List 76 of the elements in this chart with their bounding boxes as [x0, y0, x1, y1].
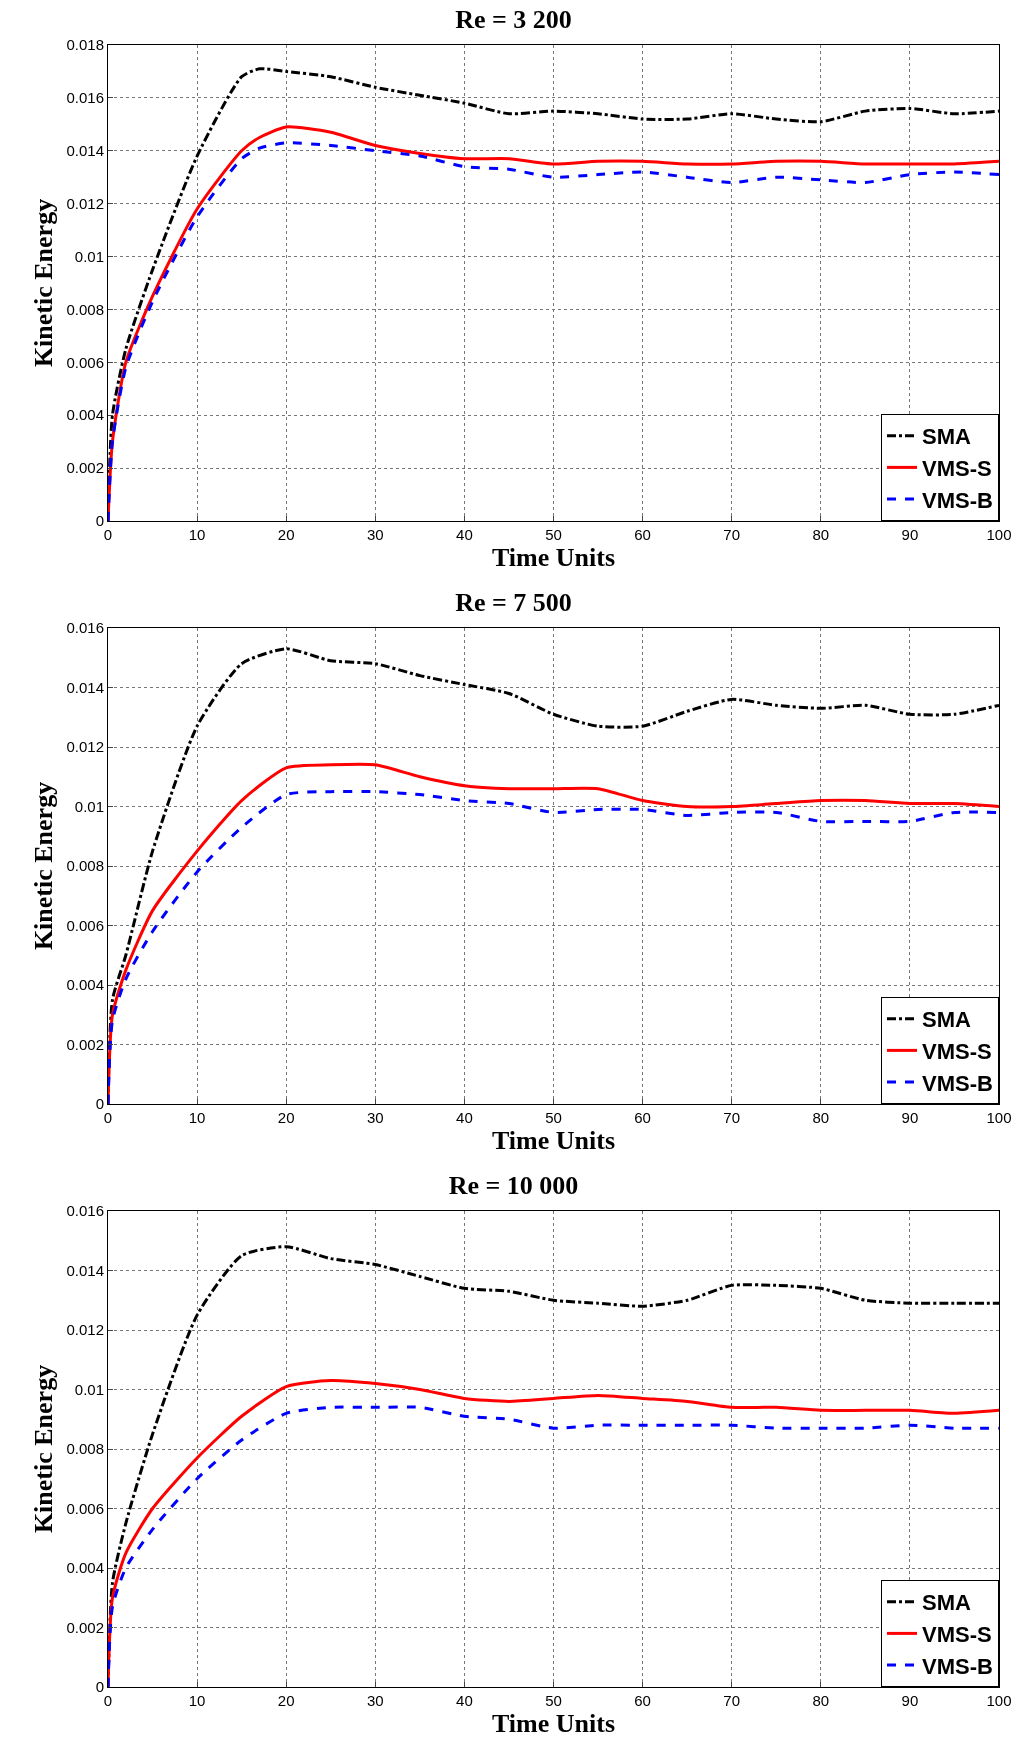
x-tick-label: 30 [366, 526, 384, 543]
y-tick-label: 0.016 [66, 89, 104, 107]
y-tick-label: 0.01 [74, 1380, 104, 1398]
y-tick-label: 0.01 [74, 247, 104, 265]
y-tick-label: 0.014 [66, 1261, 104, 1279]
x-tick-label: 70 [723, 1109, 741, 1126]
chart-title: Re = 3 200 [455, 5, 572, 35]
y-tick-label: 0.002 [66, 459, 104, 477]
x-tick-label: 90 [901, 526, 919, 543]
legend-label: VMS-S [922, 455, 992, 481]
y-axis-title: Kinetic Energy [28, 198, 58, 368]
legend-label: SMA [922, 1007, 971, 1033]
x-tick-label: 30 [366, 1692, 384, 1709]
x-tick-label: 50 [545, 1109, 562, 1126]
x-tick-label: 100 [986, 1109, 1012, 1126]
x-tick-label: 70 [723, 1692, 741, 1709]
y-tick-label: 0 [95, 512, 104, 530]
y-tick-label: 0.016 [66, 1202, 104, 1220]
legend-label: VMS-B [922, 487, 993, 513]
x-tick-label: 60 [634, 526, 651, 543]
y-tick-label: 0.008 [66, 1440, 104, 1458]
x-tick-label: 60 [634, 1692, 651, 1709]
y-tick-label: 0.012 [66, 1321, 104, 1339]
y-tick-label: 0.012 [66, 738, 104, 756]
x-tick-label: 80 [812, 1692, 830, 1709]
x-axis-title: Time Units [491, 1126, 616, 1155]
y-tick-label: 0.004 [66, 1559, 104, 1577]
x-tick-label: 50 [545, 526, 562, 543]
y-tick-label: 0.004 [66, 976, 104, 994]
x-tick-label: 20 [277, 526, 295, 543]
y-tick-label: 0.014 [66, 678, 104, 696]
y-axis-title: Kinetic Energy [28, 781, 58, 951]
x-tick-label: 100 [986, 526, 1012, 543]
x-tick-label: 80 [812, 1109, 830, 1126]
x-tick-label: 30 [366, 1109, 384, 1126]
x-tick-label: 40 [456, 1109, 473, 1126]
x-tick-label: 10 [188, 1109, 206, 1126]
y-tick-label: 0.004 [66, 406, 104, 424]
chart-title: Re = 10 000 [448, 1171, 579, 1201]
y-tick-label: 0 [95, 1678, 104, 1696]
legend-label: SMA [922, 424, 971, 450]
y-axis-title: Kinetic Energy [28, 1364, 58, 1534]
legend-label: VMS-B [922, 1653, 993, 1679]
y-tick-label: 0.018 [66, 36, 104, 54]
y-tick-label: 0.008 [66, 857, 104, 875]
y-tick-label: 0 [95, 1095, 104, 1113]
y-tick-label: 0.006 [66, 1499, 104, 1517]
x-tick-label: 50 [545, 1692, 562, 1709]
x-tick-label: 40 [456, 526, 473, 543]
legend-label: VMS-S [922, 1621, 992, 1647]
y-tick-label: 0.006 [66, 916, 104, 934]
x-tick-label: 10 [188, 526, 206, 543]
legend-label: SMA [922, 1590, 971, 1616]
x-tick-label: 10 [188, 1692, 206, 1709]
legend-label: VMS-S [922, 1038, 992, 1064]
x-tick-label: 60 [634, 1109, 651, 1126]
x-tick-label: 90 [901, 1109, 919, 1126]
x-tick-label: 40 [456, 1692, 473, 1709]
x-axis-title: Time Units [491, 1709, 616, 1738]
x-axis-title: Time Units [491, 543, 616, 572]
x-tick-label: 20 [277, 1692, 295, 1709]
legend-label: VMS-B [922, 1070, 993, 1096]
x-tick-label: 80 [812, 526, 830, 543]
y-tick-label: 0.002 [66, 1035, 104, 1053]
x-tick-label: 100 [986, 1692, 1012, 1709]
x-tick-label: 20 [277, 1109, 295, 1126]
y-tick-label: 0.014 [66, 142, 104, 160]
y-tick-label: 0.008 [66, 300, 104, 318]
x-tick-label: 90 [901, 1692, 919, 1709]
chart-title: Re = 7 500 [455, 588, 572, 618]
y-tick-label: 0.006 [66, 353, 104, 371]
y-tick-label: 0.012 [66, 194, 104, 212]
y-tick-label: 0.01 [74, 797, 104, 815]
x-tick-label: 70 [723, 526, 741, 543]
y-tick-label: 0.016 [66, 619, 104, 637]
y-tick-label: 0.002 [66, 1618, 104, 1636]
